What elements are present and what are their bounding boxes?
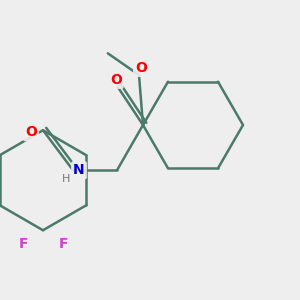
Text: F: F <box>18 237 28 251</box>
Text: N: N <box>73 163 85 177</box>
Text: O: O <box>110 73 122 87</box>
Text: O: O <box>25 125 37 139</box>
Text: O: O <box>135 61 147 75</box>
Text: F: F <box>58 237 68 251</box>
Text: H: H <box>62 174 70 184</box>
